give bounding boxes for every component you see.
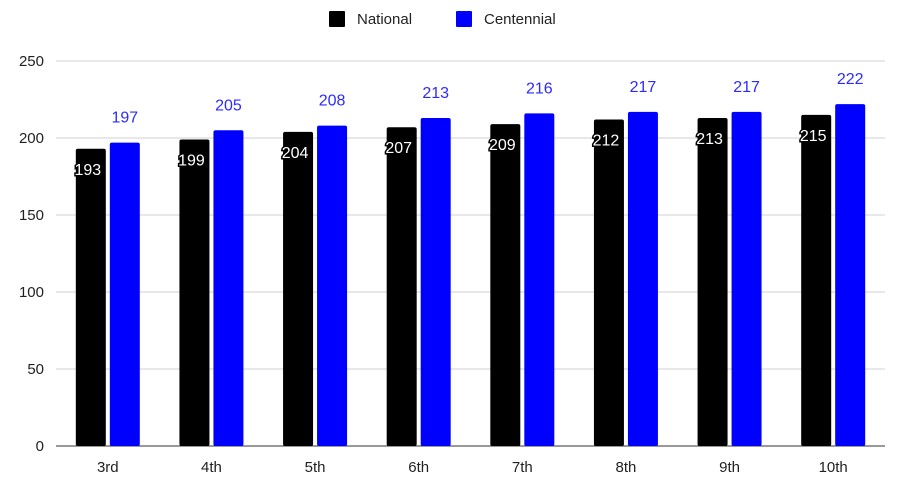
data-label-national-6th: 207 — [385, 140, 412, 157]
bar-national-8th — [593, 119, 624, 447]
bar-national-4th — [179, 139, 210, 447]
bar-centennial-10th — [835, 104, 866, 447]
data-label-centennial-5th: 208 — [319, 93, 346, 110]
bar-centennial-4th — [213, 130, 244, 447]
bar-centennial-5th — [317, 125, 348, 447]
legend-label-national: National — [357, 11, 412, 28]
data-label-national-4th: 199 — [178, 153, 205, 170]
bar-centennial-7th — [524, 113, 555, 447]
x-tick-label-10th: 10th — [819, 459, 848, 476]
x-tick-label-7th: 7th — [512, 459, 533, 476]
bar-centennial-3rd — [109, 142, 140, 446]
bar-centennial-6th — [420, 117, 451, 446]
data-label-national-8th: 212 — [593, 133, 620, 150]
data-label-centennial-6th: 213 — [422, 85, 449, 102]
y-axis-tick-labels: 0 50 100 150 200 250 — [19, 53, 44, 455]
bar-national-7th — [490, 124, 521, 446]
x-tick-label-6th: 6th — [408, 459, 429, 476]
data-label-centennial-3rd: 197 — [111, 110, 138, 127]
x-tick-label-5th: 5th — [305, 459, 326, 476]
y-tick-label-0: 0 — [36, 438, 44, 455]
y-tick-label-150: 150 — [19, 207, 44, 224]
data-label-centennial-10th: 222 — [837, 71, 864, 88]
data-label-national-3rd: 193 — [74, 162, 101, 179]
data-label-centennial-4th: 205 — [215, 97, 242, 114]
y-tick-label-250: 250 — [19, 53, 44, 70]
y-tick-label-50: 50 — [27, 361, 44, 378]
data-label-centennial-9th: 217 — [733, 79, 760, 96]
data-label-national-5th: 204 — [282, 145, 309, 162]
bar-national-9th — [697, 117, 728, 446]
data-label-national-10th: 215 — [800, 128, 827, 145]
x-tick-label-9th: 9th — [719, 459, 740, 476]
data-labels: 193 197 199 205 204 208 207 213 209 216 212 217 213 2… — [73, 71, 864, 180]
data-label-centennial-7th: 216 — [526, 80, 553, 97]
bar-national-10th — [801, 114, 832, 447]
x-tick-label-3rd: 3rd — [97, 459, 119, 476]
bar-national-3rd — [75, 148, 106, 446]
bars — [75, 104, 866, 447]
data-label-national-9th: 213 — [696, 131, 723, 148]
bar-national-5th — [283, 131, 314, 446]
bar-centennial-8th — [627, 111, 658, 446]
legend-swatch-centennial — [456, 11, 472, 27]
x-tick-label-8th: 8th — [616, 459, 637, 476]
data-label-centennial-8th: 217 — [630, 79, 657, 96]
legend-swatch-national — [329, 11, 345, 27]
y-tick-label-100: 100 — [19, 284, 44, 301]
data-label-national-7th: 209 — [489, 137, 516, 154]
y-tick-label-200: 200 — [19, 130, 44, 147]
legend-label-centennial: Centennial — [484, 11, 556, 28]
legend: National Centennial — [329, 11, 556, 28]
x-tick-label-4th: 4th — [201, 459, 222, 476]
bar-national-6th — [386, 127, 417, 446]
bar-centennial-9th — [731, 111, 762, 446]
x-axis-tick-labels: 3rd 4th 5th 6th 7th 8th 9th 10th — [97, 459, 848, 476]
